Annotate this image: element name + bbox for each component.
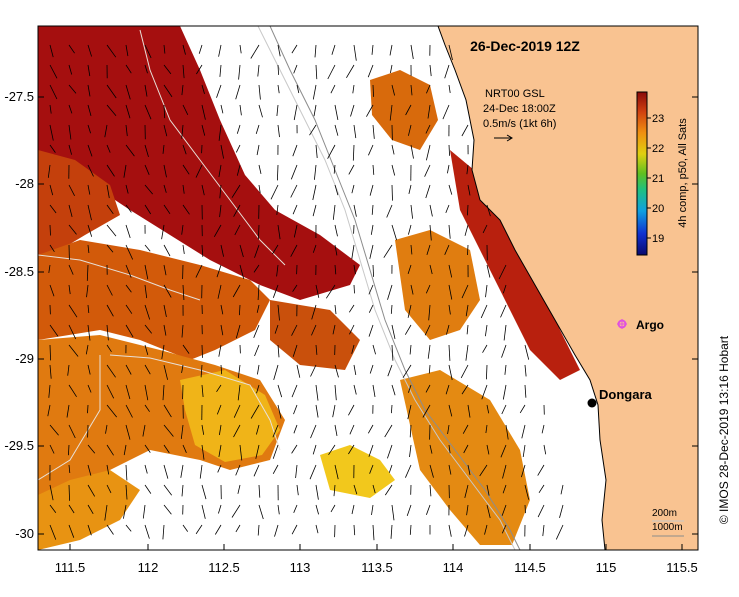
current-key-source: NRT00 GSL — [485, 88, 545, 100]
dongara-label: Dongara — [599, 387, 653, 402]
current-vector — [50, 225, 51, 236]
colorbar-tick-label: 20 — [652, 203, 664, 215]
lat-tick-label: -27.5 — [4, 89, 34, 104]
colorbar-label: 4h comp, p50, All Sats — [677, 118, 689, 228]
colorbar-tick-label: 19 — [652, 233, 664, 245]
lon-tick-label: 114.5 — [514, 560, 546, 575]
colorbar-tick-label: 21 — [652, 173, 664, 185]
lon-tick-label: 115 — [596, 560, 617, 575]
credit-text: © IMOS 28-Dec-2019 13:16 Hobart — [717, 335, 731, 524]
lon-tick-label: 115.5 — [666, 560, 698, 575]
lon-tick-label: 112 — [138, 560, 159, 575]
current-vector — [525, 505, 526, 513]
current-vector — [354, 285, 355, 293]
current-vector — [202, 345, 203, 358]
current-key-time: 24-Dec 18:00Z — [483, 103, 556, 115]
lat-tick-label: -29.5 — [4, 438, 34, 453]
lat-tick-label: -30 — [15, 526, 34, 541]
colorbar-tick-label: 23 — [652, 113, 664, 125]
lat-tick-label: -28 — [15, 176, 34, 191]
current-key-scale: 0.5m/s (1kt 6h) — [483, 118, 556, 130]
map-title: 26-Dec-2019 12Z — [470, 38, 580, 54]
isobath-200m-label: 200m — [652, 508, 677, 519]
lat-tick-label: -28.5 — [4, 264, 34, 279]
argo-label: Argo — [636, 318, 664, 332]
current-vector — [88, 405, 89, 413]
lon-tick-label: 111.5 — [55, 560, 86, 575]
lon-tick-label: 113.5 — [361, 560, 393, 575]
isobath-1000m-label: 1000m — [652, 522, 683, 533]
colorbar-tick-label: 22 — [652, 143, 664, 155]
lon-tick-label: 114 — [443, 560, 464, 575]
current-vector — [392, 185, 393, 201]
lat-tick-label: -29 — [15, 351, 34, 366]
current-vector — [468, 245, 469, 255]
lon-tick-label: 112.5 — [208, 560, 240, 575]
lon-tick-label: 113 — [290, 560, 311, 575]
colorbar-gradient — [637, 92, 647, 255]
